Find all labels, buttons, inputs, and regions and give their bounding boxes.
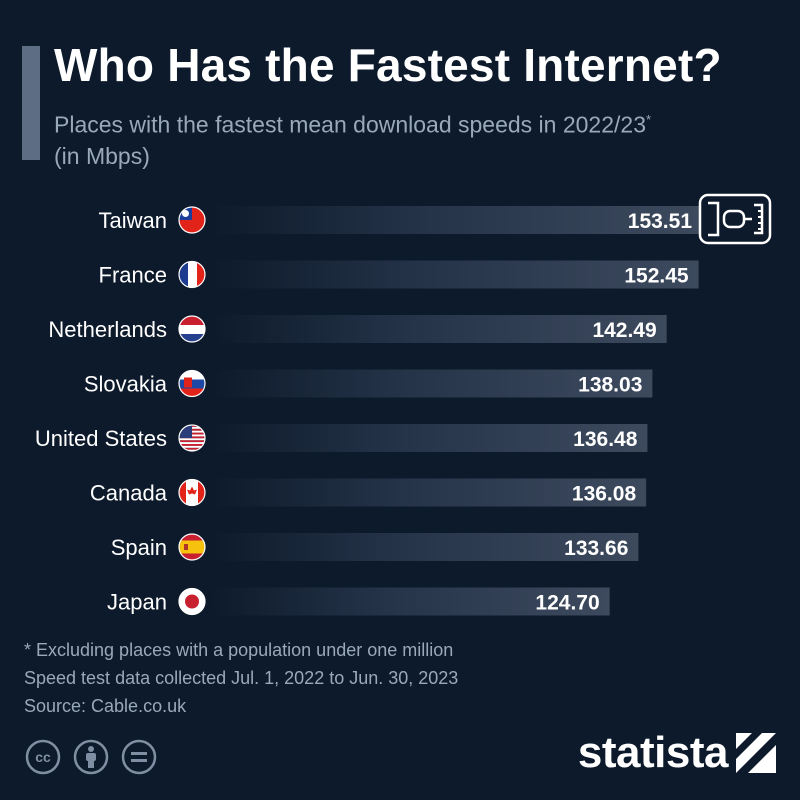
category-label: Netherlands [48,317,167,342]
svg-text:cc: cc [35,749,51,765]
license-icons: cc [24,738,158,776]
value-label: 133.66 [564,537,628,560]
taiwan-flag-icon [178,206,206,234]
category-label: Canada [90,481,168,506]
bars-group: 153.51 Taiwan 152.45 France 142.49 Netherland… [35,206,702,616]
chart-row: 136.08 Canada [90,478,647,507]
chart-row: 152.45 France [99,260,699,289]
chart-row: 138.03 Slovakia [84,369,653,398]
chart-row: 124.70 Japan [107,587,610,616]
bar [210,533,639,561]
unit-note: (in Mbps) [54,142,150,169]
category-label: France [99,263,167,288]
footnotes: * Excluding places with a population und… [24,636,458,720]
subtitle-text: Places with the fastest mean download sp… [54,111,646,138]
bar [210,587,610,616]
value-label: 153.51 [628,210,693,233]
footnote-population: * Excluding places with a population und… [24,640,454,660]
value-label: 152.45 [624,265,689,288]
chart-row: 153.51 Taiwan [99,206,702,234]
source-credit: Source: Cable.co.uk [24,696,187,716]
bar-chart: 153.51 Taiwan 152.45 France 142.49 Netherland… [35,193,772,616]
brand-name: statista [577,728,729,777]
france-flag-icon [178,260,206,289]
value-label: 138.03 [578,374,642,397]
chart-row: 142.49 Netherlands [48,315,667,343]
statista-logo[interactable]: statista [578,728,776,778]
value-label: 136.48 [573,428,638,451]
spain-flag-icon [178,533,206,561]
bar [210,315,667,343]
bar [210,369,653,398]
canada-flag-icon [178,478,206,507]
category-label: Spain [111,535,167,560]
statista-logo-icon [736,733,776,773]
bar [210,424,648,452]
value-label: 136.08 [572,483,637,506]
category-label: Japan [107,590,167,615]
bar [210,478,647,507]
united-states-flag-icon [178,424,206,452]
japan-flag-icon [178,587,206,616]
value-label: 142.49 [592,319,656,342]
value-label: 124.70 [535,592,599,615]
attribution-icon[interactable] [72,738,110,776]
chart-row: 136.48 United States [35,424,648,452]
page-subtitle: Places with the fastest mean download sp… [54,104,774,172]
page-title: Who Has the Fastest Internet? [54,39,722,91]
netherlands-flag-icon [178,315,206,343]
subtitle-footnote-marker: * [646,112,652,127]
category-label: Slovakia [84,372,168,397]
creative-commons-icon[interactable]: cc [24,738,62,776]
router-icon [698,193,772,245]
no-derivatives-icon[interactable] [120,738,158,776]
bar [210,260,699,289]
accent-bar [22,46,40,160]
footnote-period: Speed test data collected Jul. 1, 2022 t… [24,668,459,688]
chart-row: 133.66 Spain [111,533,639,561]
slovakia-flag-icon [178,369,206,398]
bar [210,206,702,234]
category-label: Taiwan [99,208,167,233]
category-label: United States [35,426,167,451]
